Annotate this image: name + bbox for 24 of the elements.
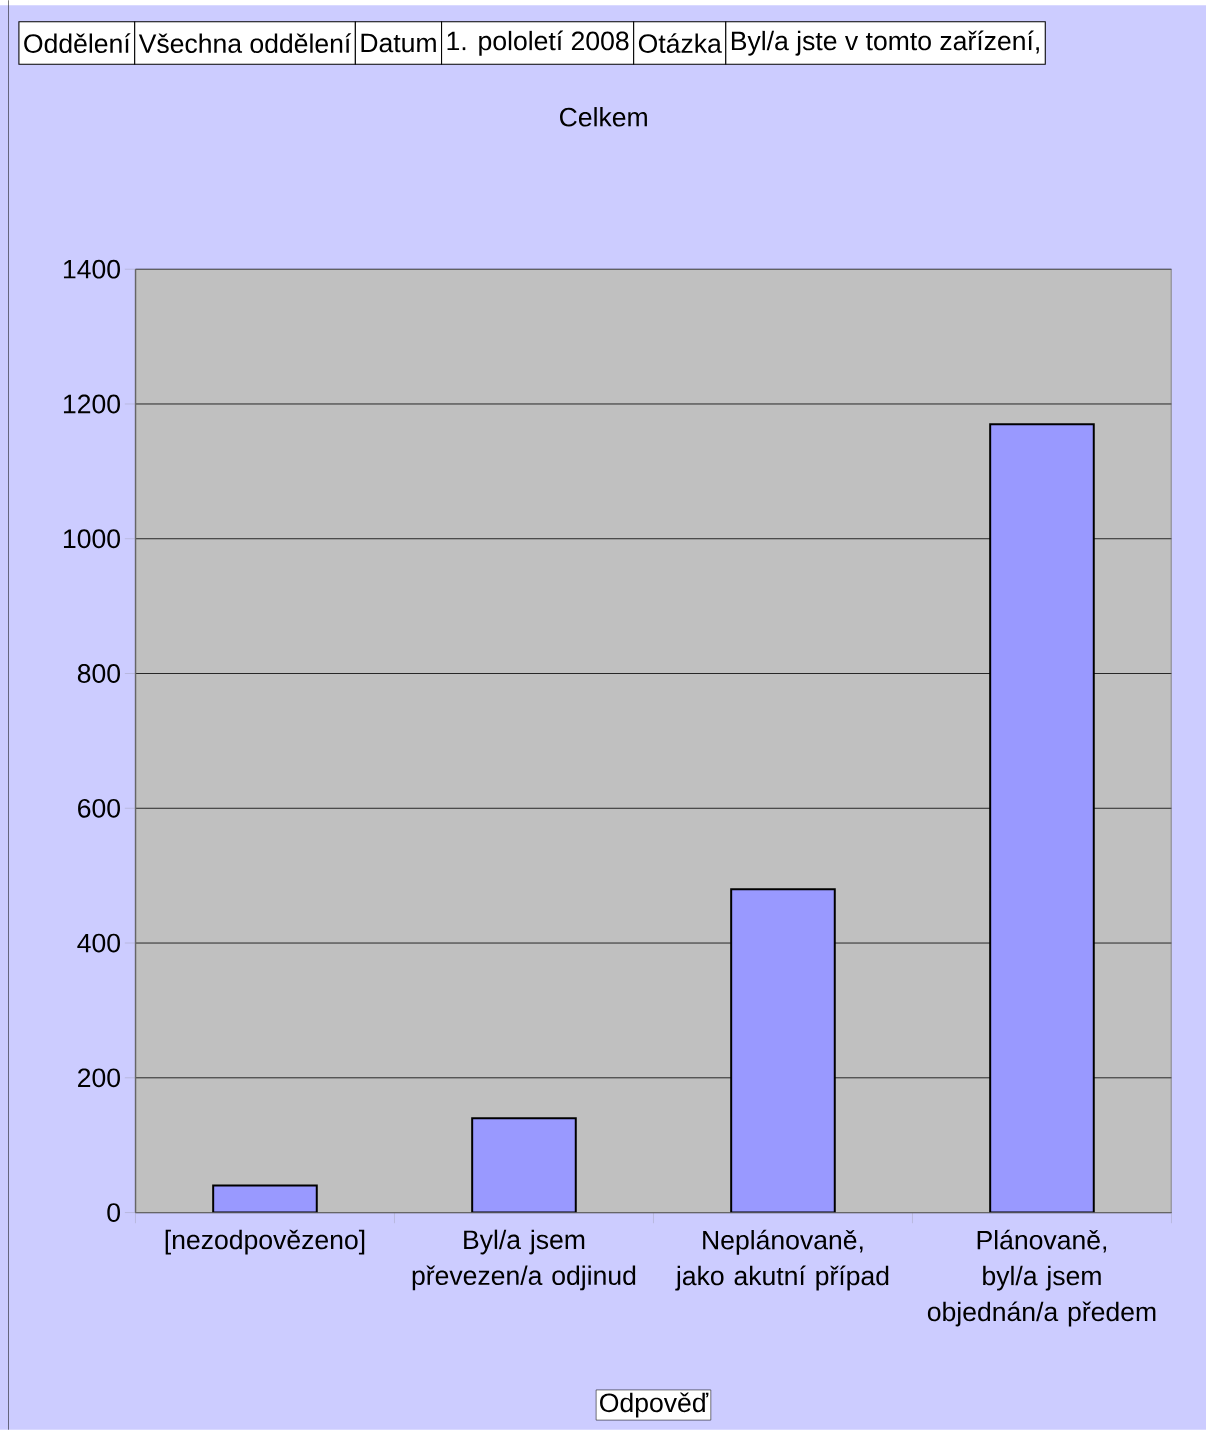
y-tick-label: 400 [77, 933, 120, 953]
y-tick-label: 1000 [63, 529, 120, 549]
x-axis-title: Odpověď [599, 1392, 709, 1418]
y-tick-label: 0 [107, 1203, 120, 1222]
x-tick-label: Byl/a jsem převezen/a odjinud [412, 1229, 636, 1291]
x-tick-label: [nezodpovězeno] [165, 1229, 365, 1255]
y-tick-label: 1400 [63, 259, 120, 279]
text: Všechna oddělení [138, 33, 352, 53]
bar [989, 423, 1095, 1213]
y-tick-label: 1200 [63, 394, 120, 414]
y-tick-label: 600 [77, 798, 120, 818]
text: Otázka [638, 33, 722, 53]
y-tick-label: 200 [77, 1068, 120, 1088]
text: Oddělení [24, 33, 131, 53]
y-tick-label: 800 [77, 664, 120, 683]
chart-title: Celkem [559, 107, 647, 127]
bar [212, 1184, 318, 1213]
text: 1. pololetí 2008 [447, 30, 629, 56]
x-tick-label: Plánovaně, byl/a jsem objednán/a předem [927, 1229, 1156, 1327]
text: Byl/a jste v tomto zařízení, [731, 30, 1039, 56]
x-tick-label: Neplánovaně, jako akutní případ [675, 1229, 889, 1291]
text: Datum [361, 33, 436, 53]
bar [730, 888, 836, 1213]
bar [471, 1117, 577, 1213]
